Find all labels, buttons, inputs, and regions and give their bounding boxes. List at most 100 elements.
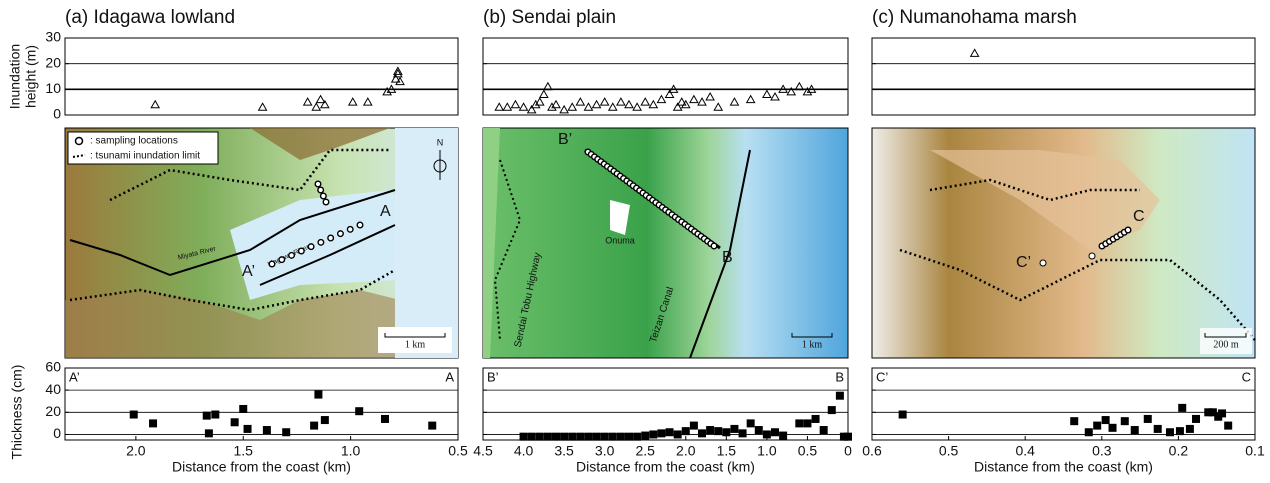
data-point — [755, 427, 762, 434]
data-point — [715, 428, 722, 435]
data-point — [151, 101, 159, 108]
data-point — [617, 433, 624, 440]
data-point — [532, 101, 540, 108]
data-point — [1193, 415, 1200, 422]
data-point — [304, 98, 312, 105]
data-point — [828, 407, 835, 414]
data-point — [212, 411, 219, 418]
data-point — [971, 49, 979, 56]
y-tick-label: 60 — [45, 359, 61, 375]
data-point — [698, 98, 706, 105]
sample-site — [279, 257, 285, 263]
data-point — [1154, 425, 1161, 432]
data-point — [731, 425, 738, 432]
sample-site — [299, 248, 305, 254]
data-point — [739, 430, 746, 437]
section-end: A — [380, 203, 391, 220]
data-point — [593, 101, 601, 108]
data-point — [747, 420, 754, 427]
x-tick-label: 0.3 — [1092, 443, 1112, 459]
y-axis-label: Inundation — [7, 44, 23, 109]
data-point — [311, 422, 318, 429]
data-point — [1219, 410, 1226, 417]
sample-site — [328, 235, 334, 241]
section-end: C — [1133, 208, 1145, 225]
data-point — [321, 101, 329, 108]
data-point — [356, 408, 363, 415]
section-end: B — [722, 249, 733, 266]
data-point — [780, 432, 787, 439]
sea — [395, 128, 458, 358]
data-point — [553, 433, 560, 440]
thickness-panel: 0.60.50.40.30.20.1C’CDistance from the c… — [862, 368, 1265, 475]
x-tick-label: 2.5 — [635, 443, 655, 459]
data-point — [899, 411, 906, 418]
data-point — [321, 417, 328, 424]
y-tick-label: 10 — [45, 80, 61, 96]
data-point — [1179, 404, 1186, 411]
data-point — [699, 430, 706, 437]
data-point — [650, 431, 657, 438]
data-point — [130, 411, 137, 418]
scale-label: 1 km — [802, 339, 823, 350]
data-point — [429, 422, 436, 429]
data-point — [150, 420, 157, 427]
figure: : sampling locations : tsunami inundatio… — [0, 0, 1270, 478]
data-point — [240, 405, 247, 412]
data-point — [836, 392, 843, 399]
sample-site — [711, 243, 717, 249]
y-tick-label: 20 — [45, 403, 61, 419]
data-point — [763, 90, 771, 97]
data-point — [649, 101, 657, 108]
data-point — [1094, 422, 1101, 429]
data-point — [1131, 427, 1138, 434]
plot-frame — [483, 368, 848, 440]
data-point — [540, 90, 548, 97]
x-tick-label: 2.0 — [126, 443, 146, 459]
data-point — [205, 430, 212, 437]
sample-site — [1040, 260, 1046, 266]
x-axis-label: Distance from the coast (km) — [172, 459, 351, 475]
data-point — [820, 427, 827, 434]
scale-label: 1 km — [405, 339, 426, 350]
data-point — [658, 430, 665, 437]
section-label: C’ — [876, 369, 888, 384]
panel-title: (b) Sendai plain — [483, 7, 616, 28]
x-tick-label: 0.4 — [1015, 443, 1035, 459]
data-point — [349, 98, 357, 105]
data-point — [642, 432, 649, 439]
x-axis-label: Distance from the coast (km) — [576, 459, 755, 475]
data-point — [657, 96, 665, 103]
thickness-panel: 4.54.03.53.02.52.01.51.00.50B’BDistance … — [473, 368, 852, 475]
data-point — [259, 103, 267, 110]
y-axis-label: Thickness (cm) — [9, 365, 25, 460]
data-point — [690, 422, 697, 429]
data-point — [244, 425, 251, 432]
data-point — [561, 433, 568, 440]
sample-site — [289, 253, 295, 259]
section-label: C — [1242, 369, 1251, 384]
y-tick-label: 40 — [45, 381, 61, 397]
sample-site — [347, 227, 353, 233]
x-tick-label: 1.5 — [717, 443, 737, 459]
data-point — [763, 431, 770, 438]
data-point — [723, 429, 730, 436]
y-tick-label: 30 — [45, 29, 61, 45]
data-point — [1109, 424, 1116, 431]
data-point — [584, 103, 592, 110]
data-point — [552, 101, 560, 108]
sample-site — [1089, 253, 1095, 259]
data-point — [1121, 418, 1128, 425]
data-point — [568, 103, 576, 110]
data-point — [666, 429, 673, 436]
data-point — [747, 96, 755, 103]
data-point — [203, 412, 210, 419]
plot-frame — [65, 368, 458, 440]
sample-site — [318, 240, 324, 246]
x-tick-label: 1.0 — [341, 443, 361, 459]
data-point — [796, 420, 803, 427]
x-tick-label: 4.0 — [514, 443, 534, 459]
y-tick-label: 20 — [45, 54, 61, 70]
section-start: A’ — [242, 263, 255, 280]
data-point — [625, 101, 633, 108]
